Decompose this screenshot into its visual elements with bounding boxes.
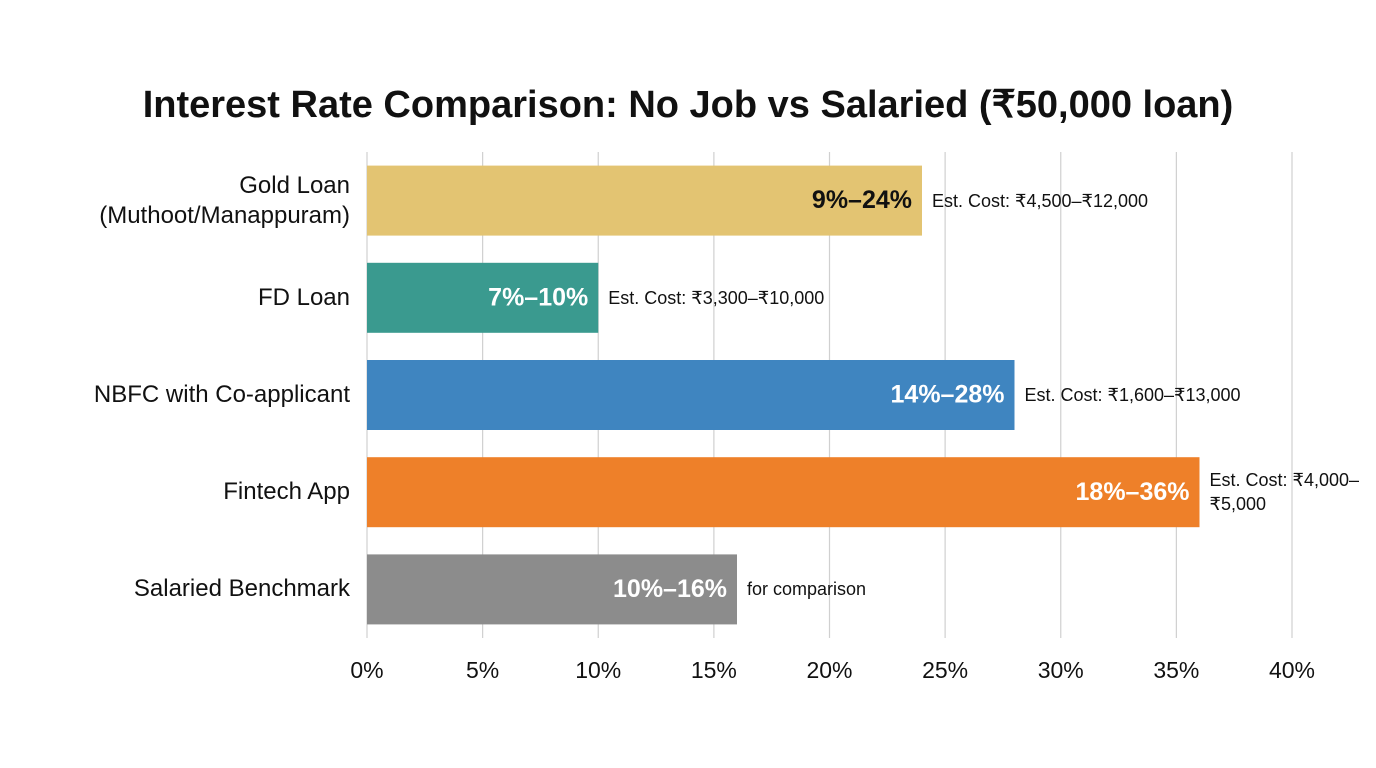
x-tick-label: 20%	[806, 657, 852, 683]
x-tick-label: 5%	[466, 657, 499, 683]
annotation: Est. Cost: ₹4,000–₹5,000	[1209, 470, 1360, 515]
value-label: 10%–16%	[613, 575, 727, 603]
x-tick-label: 40%	[1269, 657, 1315, 683]
x-tick-label: 0%	[350, 657, 383, 683]
bar	[367, 165, 922, 236]
value-label: 9%–24%	[812, 186, 912, 214]
x-tick-label: 35%	[1153, 657, 1199, 683]
x-tick-label: 30%	[1038, 657, 1084, 683]
y-tick-label: Fintech App	[223, 478, 350, 506]
annotation: Est. Cost: ₹1,600–₹13,000	[1024, 385, 1241, 405]
y-tick-label: NBFC with Co-applicant	[93, 381, 350, 408]
value-label: 18%–36%	[1076, 478, 1190, 506]
annotation: for comparison	[747, 579, 867, 600]
bar	[367, 360, 1015, 430]
bar	[367, 457, 1200, 528]
y-tick-label: Gold Loan (Muthoot/Manappuram)	[99, 171, 350, 229]
x-tick-label: 15%	[691, 657, 737, 683]
bar	[367, 554, 737, 625]
annotation: Est. Cost: ₹4,500–₹12,000	[932, 190, 1149, 211]
bar	[367, 262, 599, 333]
annotation: Est. Cost: ₹3,300–₹10,000	[608, 287, 825, 308]
y-tick-label: FD Loan	[257, 283, 350, 311]
value-label: 14%–28%	[891, 381, 1005, 409]
x-tick-label: 25%	[922, 657, 968, 683]
y-tick-label: Salaried Benchmark	[133, 575, 350, 603]
value-label: 7%–10%	[488, 283, 588, 311]
chart-title: Interest Rate Comparison: No Job vs Sala…	[142, 84, 1234, 126]
x-tick-label: 10%	[575, 657, 621, 683]
